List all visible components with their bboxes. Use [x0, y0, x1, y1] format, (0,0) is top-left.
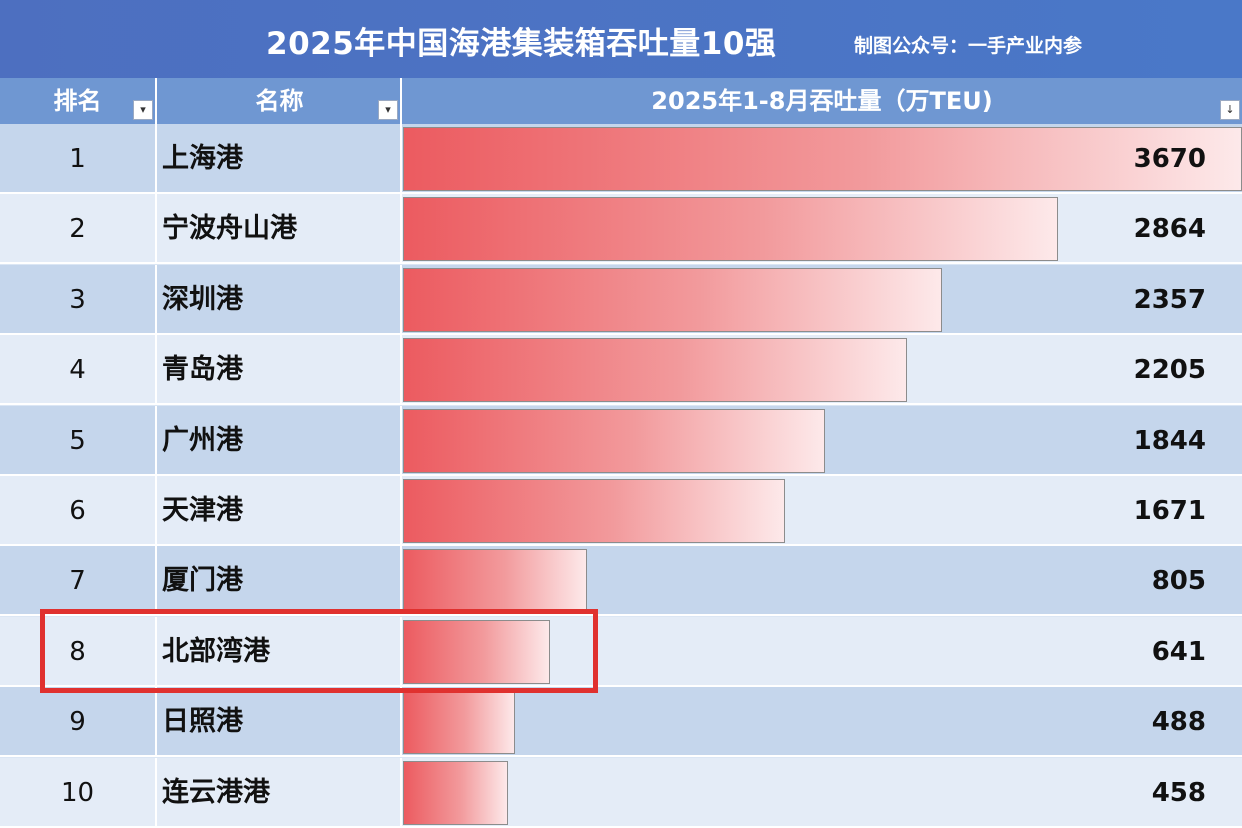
table-row: 3 深圳港 2357: [0, 264, 1242, 335]
table-row: 1 上海港 3670: [0, 124, 1242, 194]
chart-title: 2025年中国海港集装箱吞吐量10强: [266, 26, 777, 62]
chart-subtitle: 制图公众号：一手产业内参: [854, 35, 1083, 57]
row-divider: [0, 825, 1242, 828]
data-bar: [403, 267, 942, 332]
rank-cell: 5: [69, 425, 86, 456]
rank-cell: 9: [69, 707, 86, 738]
column-divider: [155, 405, 157, 476]
data-label: 1671: [1133, 496, 1206, 526]
table-row: 5 广州港 1844: [0, 405, 1242, 476]
column-divider: [155, 264, 157, 335]
port-name: 广州港: [162, 424, 243, 456]
column-divider: [155, 335, 157, 406]
rank-cell: 4: [69, 355, 86, 386]
data-bar: [403, 338, 908, 403]
column-divider: [155, 194, 157, 265]
data-bar: [403, 408, 825, 473]
value-sort-button[interactable]: ↓: [1220, 100, 1240, 120]
header-divider: [155, 78, 157, 124]
column-divider: [400, 264, 402, 335]
port-name: 青岛港: [162, 354, 243, 386]
column-divider: [400, 687, 402, 758]
data-bar: [403, 690, 515, 755]
rank-cell: 1: [69, 144, 86, 174]
column-divider: [155, 546, 157, 617]
row-divider: [0, 262, 1242, 265]
rank-cell: 10: [60, 777, 95, 808]
row-divider: [0, 755, 1242, 758]
data-label: 2864: [1133, 214, 1206, 245]
port-name: 厦门港: [162, 565, 243, 597]
port-name: 深圳港: [162, 283, 243, 315]
title-bar: 2025年中国海港集装箱吞吐量10强 制图公众号：一手产业内参: [0, 0, 1242, 78]
column-divider: [155, 687, 157, 758]
table-header: 排名 ▾ 名称 ▾ 2025年1-8月吞吐量（万TEU) ↓: [0, 78, 1242, 124]
value-header: 2025年1-8月吞吐量（万TEU): [651, 87, 993, 115]
rank-cell: 2: [69, 214, 86, 245]
data-label: 488: [1151, 707, 1206, 738]
port-name: 宁波舟山港: [162, 213, 297, 245]
data-bar: [403, 549, 588, 614]
row-divider: [0, 403, 1242, 406]
column-divider: [155, 124, 157, 194]
port-name: 日照港: [162, 706, 243, 738]
rank-cell: 8: [69, 636, 86, 667]
port-name: 天津港: [162, 495, 243, 526]
port-name: 北部湾港: [162, 635, 270, 667]
port-name: 连云港港: [162, 776, 270, 808]
column-divider: [400, 616, 402, 687]
data-label: 805: [1151, 566, 1206, 597]
table-row: 6 天津港 1671: [0, 476, 1242, 546]
row-divider: [0, 544, 1242, 546]
row-divider: [0, 684, 1242, 687]
rank-cell: 3: [69, 284, 86, 315]
name-filter-button[interactable]: ▾: [378, 100, 398, 120]
data-label: 458: [1151, 777, 1206, 808]
column-divider: [400, 194, 402, 265]
rank-cell: 6: [69, 496, 86, 526]
rank-header: 排名: [53, 87, 102, 115]
port-name: 上海港: [162, 143, 243, 174]
data-label: 1844: [1133, 425, 1206, 456]
rank-cell: 7: [69, 566, 86, 597]
table-row: 4 青岛港 2205: [0, 335, 1242, 406]
table-row: 10 连云港港 458: [0, 757, 1242, 828]
row-divider: [0, 192, 1242, 194]
data-bar: [403, 479, 785, 543]
column-divider: [400, 124, 402, 194]
column-divider: [400, 405, 402, 476]
table-row: 2 宁波舟山港 2864: [0, 194, 1242, 265]
row-divider: [0, 473, 1242, 476]
column-divider: [155, 757, 157, 828]
data-label: 2357: [1133, 284, 1206, 315]
name-header: 名称: [255, 87, 304, 115]
column-divider: [155, 476, 157, 546]
data-bar: [403, 760, 508, 825]
column-divider: [400, 476, 402, 546]
data-label: 2205: [1133, 355, 1206, 386]
header-divider: [400, 78, 402, 124]
highlight-box: [40, 609, 598, 693]
column-divider: [400, 757, 402, 828]
row-divider: [0, 614, 1242, 617]
data-bar: [403, 127, 1242, 191]
data-bar: [403, 197, 1058, 262]
table-row: 8 北部湾港 641: [0, 616, 1242, 687]
column-divider: [155, 616, 157, 687]
table-row: 9 日照港 488: [0, 687, 1242, 758]
row-divider: [0, 332, 1242, 335]
data-label: 641: [1151, 636, 1206, 667]
column-divider: [400, 546, 402, 617]
column-divider: [400, 335, 402, 406]
table-row: 7 厦门港 805: [0, 546, 1242, 617]
data-label: 3670: [1133, 144, 1206, 174]
rank-filter-button[interactable]: ▾: [133, 100, 153, 120]
data-bar: [403, 619, 550, 684]
